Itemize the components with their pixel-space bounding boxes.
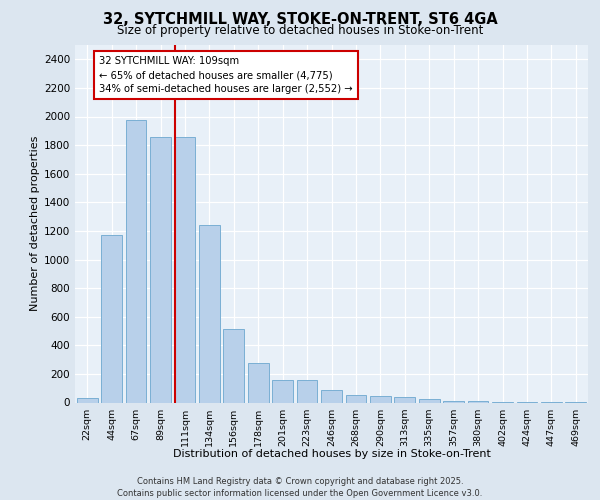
Bar bbox=[346, 396, 367, 402]
X-axis label: Distribution of detached houses by size in Stoke-on-Trent: Distribution of detached houses by size … bbox=[173, 448, 490, 458]
Bar bbox=[248, 363, 269, 403]
Text: 32 SYTCHMILL WAY: 109sqm
← 65% of detached houses are smaller (4,775)
34% of sem: 32 SYTCHMILL WAY: 109sqm ← 65% of detach… bbox=[100, 56, 353, 94]
Bar bbox=[199, 225, 220, 402]
Y-axis label: Number of detached properties: Number of detached properties bbox=[30, 136, 40, 312]
Text: 32, SYTCHMILL WAY, STOKE-ON-TRENT, ST6 4GA: 32, SYTCHMILL WAY, STOKE-ON-TRENT, ST6 4… bbox=[103, 12, 497, 28]
Bar bbox=[296, 380, 317, 402]
Bar bbox=[321, 390, 342, 402]
Bar bbox=[125, 120, 146, 403]
Bar bbox=[150, 137, 171, 402]
Text: Size of property relative to detached houses in Stoke-on-Trent: Size of property relative to detached ho… bbox=[117, 24, 483, 37]
Bar bbox=[419, 399, 440, 402]
Bar bbox=[443, 401, 464, 402]
Bar bbox=[175, 137, 196, 402]
Bar bbox=[223, 329, 244, 402]
Bar bbox=[394, 398, 415, 402]
Bar bbox=[272, 380, 293, 402]
Bar bbox=[101, 235, 122, 402]
Bar bbox=[77, 398, 98, 402]
Bar bbox=[370, 396, 391, 402]
Text: Contains HM Land Registry data © Crown copyright and database right 2025.
Contai: Contains HM Land Registry data © Crown c… bbox=[118, 476, 482, 498]
